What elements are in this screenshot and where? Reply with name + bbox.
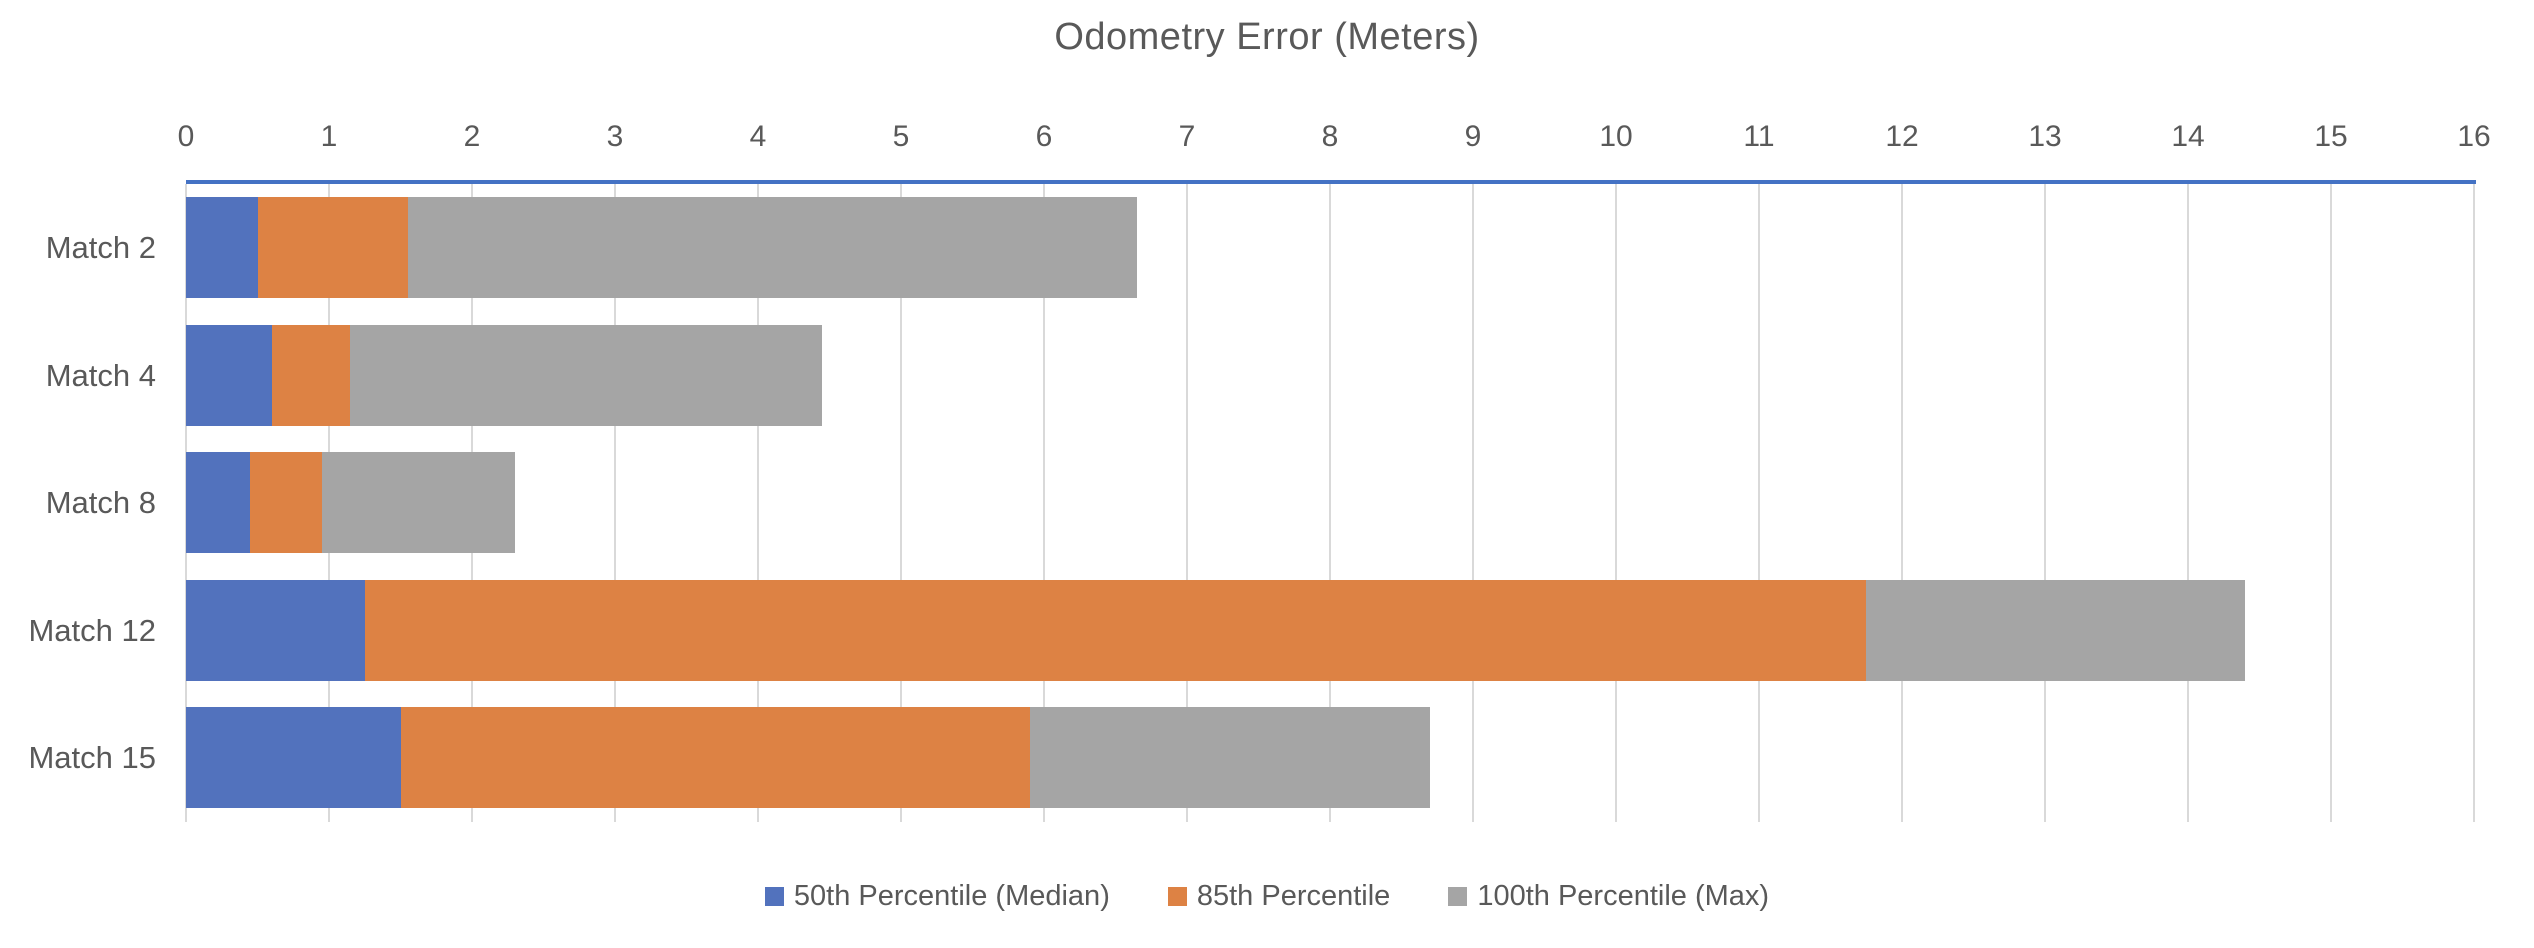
bar-segment-series-2 xyxy=(1029,707,1431,809)
x-tick-label: 11 xyxy=(1743,120,1775,153)
bar-segment-series-2 xyxy=(321,452,515,554)
legend-label: 50th Percentile (Median) xyxy=(793,880,1110,912)
bar-segment-series-0 xyxy=(186,197,258,298)
legend-label: 85th Percentile xyxy=(1196,880,1391,912)
gridline xyxy=(1758,184,1760,822)
x-tick-label: 0 xyxy=(177,120,195,153)
gridline xyxy=(2187,184,2189,822)
gridline xyxy=(2330,184,2332,822)
bar-segment-series-0 xyxy=(186,579,365,681)
bar-segment-series-2 xyxy=(1866,579,2246,681)
bar-row xyxy=(186,707,1431,809)
gridline xyxy=(1901,184,1903,822)
x-tick-label: 2 xyxy=(463,120,481,153)
gridline xyxy=(2473,184,2475,822)
x-tick-label: 16 xyxy=(2457,120,2491,153)
gridline xyxy=(2044,184,2046,822)
x-tick-label: 3 xyxy=(606,120,624,153)
x-tick-label: 5 xyxy=(892,120,910,153)
category-label: Match 4 xyxy=(45,357,156,393)
legend-swatch-icon xyxy=(764,887,784,906)
x-tick-label: 10 xyxy=(1599,120,1633,153)
x-axis-line xyxy=(186,180,2476,184)
legend-item: 85th Percentile xyxy=(1167,880,1391,913)
gridline xyxy=(900,184,902,822)
x-tick-label: 8 xyxy=(1321,120,1339,153)
gridline xyxy=(1329,184,1331,822)
bar-segment-series-1 xyxy=(364,579,1867,681)
category-label: Match 12 xyxy=(28,612,156,648)
gridline xyxy=(757,184,759,822)
bar-segment-series-2 xyxy=(350,324,823,426)
legend-label: 100th Percentile (Max) xyxy=(1477,880,1770,912)
x-tick-label: 14 xyxy=(2171,120,2205,153)
plot-area xyxy=(185,184,2475,822)
x-tick-label: 1 xyxy=(320,120,338,153)
x-tick-label: 7 xyxy=(1178,120,1196,153)
gridline xyxy=(1615,184,1617,822)
bar-row xyxy=(186,324,823,426)
category-label: Match 15 xyxy=(28,740,156,776)
category-label: Match 2 xyxy=(45,230,156,265)
bar-segment-series-0 xyxy=(186,452,251,554)
legend-swatch-icon xyxy=(1448,887,1468,906)
bar-row xyxy=(186,579,2246,681)
x-tick-label: 4 xyxy=(749,120,767,153)
bar-segment-series-1 xyxy=(250,452,322,554)
x-tick-label: 6 xyxy=(1035,120,1053,153)
bar-segment-series-1 xyxy=(400,707,1030,809)
bar-row xyxy=(186,197,1137,298)
bar-segment-series-0 xyxy=(186,324,272,426)
bar-row xyxy=(186,452,515,554)
gridline xyxy=(614,184,616,822)
bar-segment-series-1 xyxy=(271,324,351,426)
gridline xyxy=(1472,184,1474,822)
x-tick-label: 13 xyxy=(2028,120,2062,153)
x-tick-label: 12 xyxy=(1885,120,1919,153)
bar-segment-series-0 xyxy=(186,707,401,809)
legend-item: 50th Percentile (Median) xyxy=(764,880,1110,913)
chart-title: Odometry Error (Meters) xyxy=(1054,16,1480,58)
gridline xyxy=(1043,184,1045,822)
bar-segment-series-2 xyxy=(407,197,1137,298)
legend-item: 100th Percentile (Max) xyxy=(1448,880,1769,913)
legend: 50th Percentile (Median) 85th Percentile 1… xyxy=(0,880,2534,913)
category-label: Match 8 xyxy=(45,485,156,521)
x-tick-label: 9 xyxy=(1464,120,1482,153)
bar-segment-series-1 xyxy=(257,197,408,298)
gridline xyxy=(1186,184,1188,822)
x-tick-label: 15 xyxy=(2314,120,2348,153)
legend-swatch-icon xyxy=(1167,887,1187,906)
